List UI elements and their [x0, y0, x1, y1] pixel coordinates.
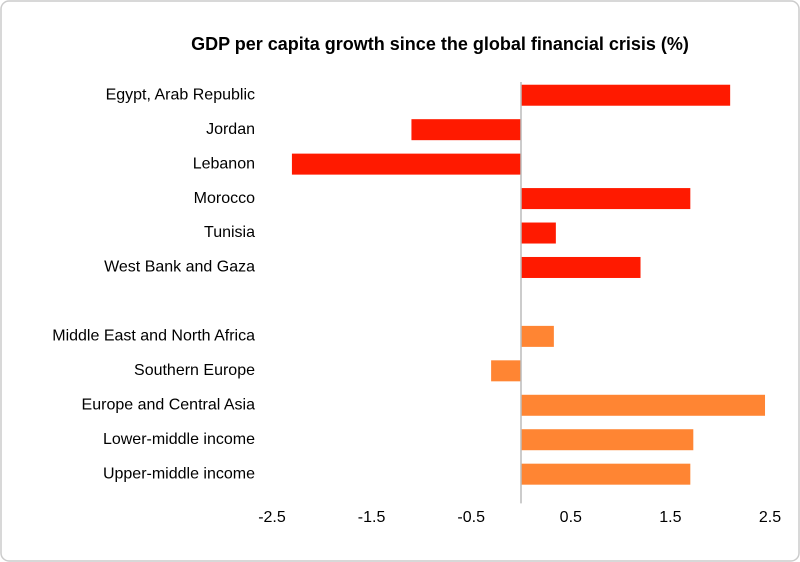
bar — [521, 84, 731, 106]
bar — [521, 394, 766, 416]
bar — [491, 360, 521, 382]
bar — [291, 153, 521, 175]
y-tick-label: Tunisia — [204, 224, 255, 241]
x-tick-label: -2.5 — [258, 509, 286, 526]
y-tick-label: Southern Europe — [134, 362, 255, 379]
x-tick-label: 2.5 — [759, 509, 781, 526]
x-tick-label: 0.5 — [560, 509, 582, 526]
x-tick-label: -0.5 — [457, 509, 485, 526]
bar — [411, 119, 521, 141]
bar — [521, 429, 694, 451]
y-tick-label: West Bank and Gaza — [104, 259, 255, 276]
chart-title: GDP per capita growth since the global f… — [191, 34, 689, 54]
x-tick-label: 1.5 — [659, 509, 681, 526]
x-tick-label: -1.5 — [358, 509, 386, 526]
y-tick-label: Upper-middle income — [103, 465, 255, 482]
y-tick-label: Morocco — [194, 190, 255, 207]
y-tick-label: Jordan — [206, 121, 255, 138]
y-tick-label: Lebanon — [193, 155, 255, 172]
y-tick-label: Egypt, Arab Republic — [106, 86, 255, 103]
bar — [521, 463, 691, 485]
bar — [521, 188, 691, 210]
bar — [521, 256, 641, 278]
y-tick-label: Middle East and North Africa — [52, 328, 255, 345]
y-tick-label: Europe and Central Asia — [82, 396, 256, 413]
bar — [521, 325, 554, 347]
bar — [521, 222, 556, 244]
y-tick-label: Lower-middle income — [103, 431, 255, 448]
